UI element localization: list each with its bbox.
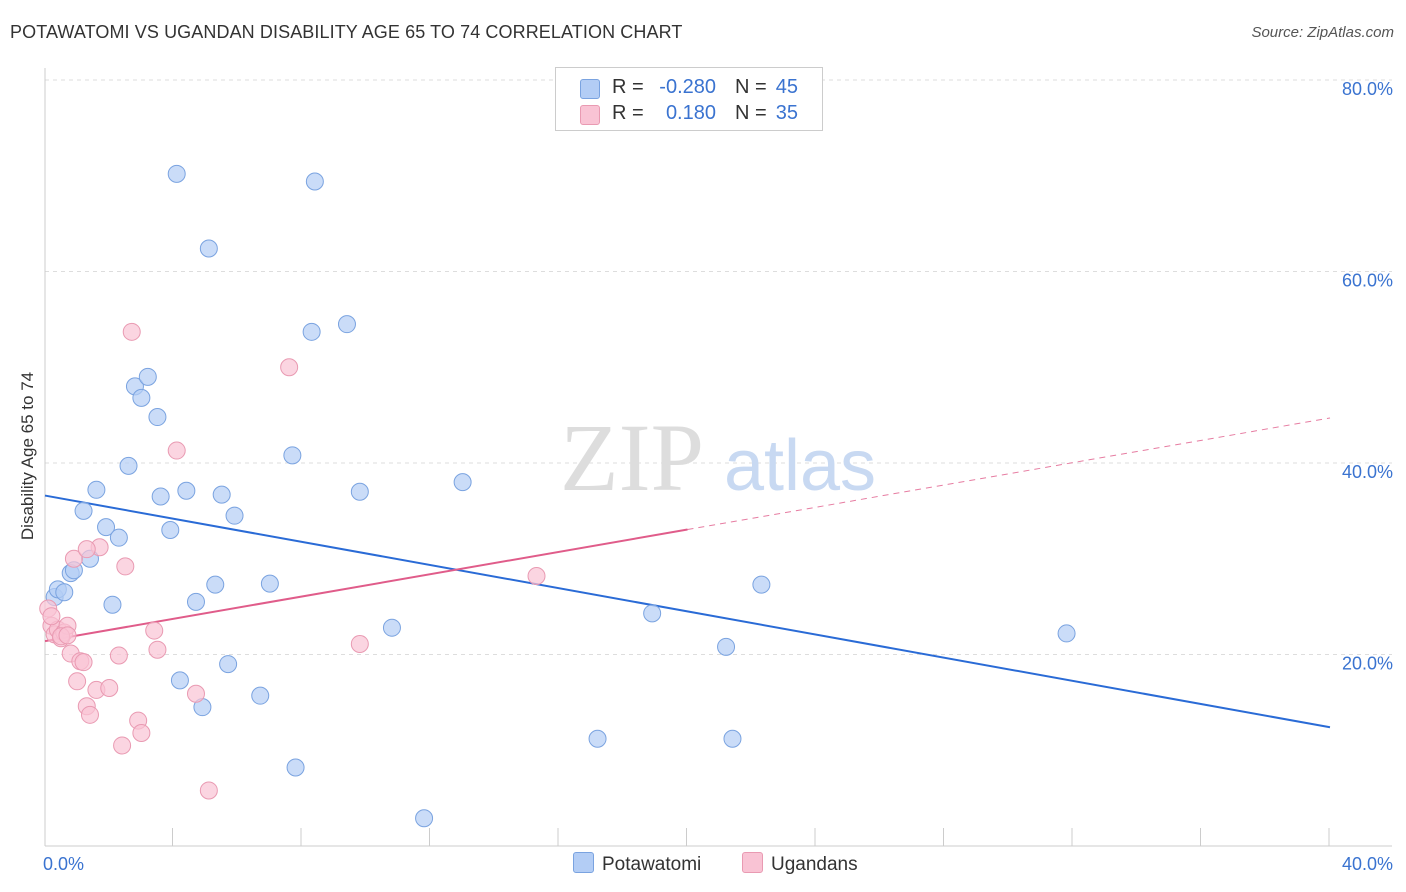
point-ugandans (80, 705, 99, 724)
point-potawatomi (74, 501, 93, 520)
legend-n-label: N = (735, 102, 767, 124)
point-potawatomi (212, 485, 231, 504)
point-ugandans (167, 441, 186, 460)
point-potawatomi (723, 729, 742, 748)
point-potawatomi (717, 637, 736, 656)
point-potawatomi (286, 758, 305, 777)
point-ugandans (68, 672, 87, 691)
bottom-legend-ugandans: Ugandans (742, 852, 858, 876)
point-potawatomi (87, 480, 106, 499)
point-potawatomi (1057, 624, 1076, 643)
point-potawatomi (167, 164, 186, 183)
point-ugandans (100, 679, 119, 698)
point-potawatomi (251, 686, 270, 705)
point-potawatomi (186, 592, 205, 611)
point-ugandans (350, 634, 369, 653)
axes (44, 68, 1392, 847)
point-potawatomi (382, 618, 401, 637)
trend-line-potawatomi (44, 494, 1331, 729)
point-potawatomi (302, 322, 321, 341)
legend-r-label: R = (612, 76, 644, 98)
point-ugandans (145, 621, 164, 640)
point-potawatomi (132, 388, 151, 407)
correlation-legend: R = -0.280 N = 45 R = 0.180 N = 35 (555, 67, 823, 131)
y-tick-label: 40.0% (1342, 462, 1393, 482)
bottom-legend-swatch-potawatomi (573, 852, 594, 873)
point-potawatomi (283, 446, 302, 465)
point-potawatomi (199, 239, 218, 258)
legend-r-value: 0.180 (665, 102, 716, 124)
point-potawatomi (260, 574, 279, 593)
point-potawatomi (138, 367, 157, 386)
point-potawatomi (109, 528, 128, 547)
point-potawatomi (752, 575, 771, 594)
point-potawatomi (97, 518, 116, 537)
data-points (39, 164, 1076, 828)
y-tick-label: 60.0% (1342, 271, 1393, 291)
trend-line-ugandans (44, 528, 688, 643)
point-ugandans (58, 626, 77, 645)
x-tick-label: 0.0% (43, 854, 84, 874)
legend-swatch-ugandans (580, 105, 600, 125)
point-potawatomi (415, 809, 434, 828)
legend-n-value: 45 (775, 76, 798, 98)
point-ugandans (122, 322, 141, 341)
legend-r-value: -0.280 (659, 76, 716, 98)
point-potawatomi (219, 655, 238, 674)
point-potawatomi (350, 482, 369, 501)
point-ugandans (42, 607, 61, 626)
point-ugandans (113, 736, 132, 755)
point-ugandans (109, 646, 128, 665)
y-axis-title: Disability Age 65 to 74 (18, 372, 37, 540)
point-ugandans (77, 540, 96, 559)
point-potawatomi (453, 473, 472, 492)
y-tick-label: 20.0% (1342, 654, 1393, 674)
point-ugandans (280, 358, 299, 377)
chart-title: POTAWATOMI VS UGANDAN DISABILITY AGE 65 … (10, 22, 683, 42)
bottom-legend-label-potawatomi: Potawatomi (602, 854, 702, 875)
bottom-legend-potawatomi: Potawatomi (573, 852, 701, 876)
point-potawatomi (337, 315, 356, 334)
point-potawatomi (170, 671, 189, 690)
point-ugandans (186, 684, 205, 703)
point-potawatomi (206, 575, 225, 594)
bottom-legend-label-ugandans: Ugandans (771, 854, 858, 875)
point-ugandans (116, 557, 135, 576)
point-ugandans (132, 724, 151, 743)
point-ugandans (74, 653, 93, 672)
point-potawatomi (119, 456, 138, 475)
point-ugandans (148, 640, 167, 659)
point-potawatomi (588, 729, 607, 748)
x-tick-label: 40.0% (1342, 854, 1393, 874)
point-potawatomi (55, 583, 74, 602)
point-potawatomi (225, 506, 244, 525)
watermark-zip: ZIP (560, 404, 704, 511)
watermark: ZIP atlas (560, 404, 876, 511)
point-potawatomi (177, 481, 196, 500)
legend-swatch-potawatomi (580, 79, 600, 99)
legend-n-value: 35 (775, 102, 798, 124)
point-potawatomi (151, 487, 170, 506)
bottom-legend-swatch-ugandans (742, 852, 763, 873)
watermark-atlas: atlas (724, 426, 876, 506)
grid-lines (45, 79, 1392, 655)
point-potawatomi (643, 604, 662, 623)
point-potawatomi (305, 172, 324, 191)
point-ugandans (64, 549, 83, 568)
point-ugandans (199, 781, 218, 800)
source-label: Source: ZipAtlas.com (1251, 24, 1394, 41)
point-potawatomi (103, 595, 122, 614)
legend-r-label: R = (612, 102, 644, 124)
legend-n-label: N = (735, 76, 767, 98)
axis-labels: 20.0% 40.0% 60.0% 80.0% 0.0% 40.0% Disability … (18, 79, 1393, 874)
point-potawatomi (148, 408, 167, 427)
y-tick-label: 80.0% (1342, 79, 1393, 99)
trend-line-extension-ugandans (687, 417, 1331, 531)
point-potawatomi (161, 521, 180, 540)
point-ugandans (527, 566, 546, 585)
